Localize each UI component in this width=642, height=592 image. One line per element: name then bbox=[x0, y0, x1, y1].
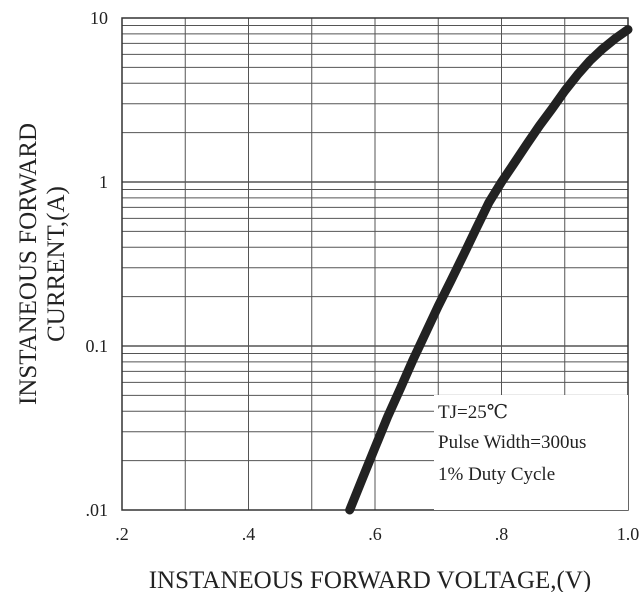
y-tick-labels: .01 0.1 1 10 bbox=[86, 8, 109, 520]
annotation-pulse-width: Pulse Width=300us bbox=[438, 432, 586, 453]
y-axis-label: INSTANEOUS FORWARD CURRENT,(A) bbox=[15, 123, 70, 405]
y-tick-label: 10 bbox=[90, 8, 108, 28]
x-tick-labels: .2 .4 .6 .8 1.0 bbox=[115, 524, 639, 544]
y-axis-label-line-1: INSTANEOUS FORWARD bbox=[15, 123, 42, 405]
annotation-temperature: TJ=25℃ bbox=[438, 402, 508, 423]
x-tick-label: .4 bbox=[242, 524, 256, 544]
grid bbox=[122, 18, 628, 510]
x-tick-label: .8 bbox=[495, 524, 509, 544]
annotation-box: TJ=25℃ Pulse Width=300us 1% Duty Cycle bbox=[434, 395, 628, 510]
y-tick-label: .01 bbox=[86, 500, 109, 520]
annotation-duty-cycle: 1% Duty Cycle bbox=[438, 464, 555, 485]
x-tick-label: 1.0 bbox=[617, 524, 640, 544]
series-line bbox=[345, 25, 633, 515]
x-tick-label: .6 bbox=[368, 524, 382, 544]
annotation-background bbox=[434, 395, 628, 510]
x-tick-label: .2 bbox=[115, 524, 129, 544]
plot-frame bbox=[121, 17, 629, 511]
y-axis-label-line-2: CURRENT,(A) bbox=[43, 186, 70, 342]
y-tick-label: 1 bbox=[99, 172, 108, 192]
y-tick-label: 0.1 bbox=[86, 336, 109, 356]
x-axis-label: INSTANEOUS FORWARD VOLTAGE,(V) bbox=[149, 567, 592, 592]
